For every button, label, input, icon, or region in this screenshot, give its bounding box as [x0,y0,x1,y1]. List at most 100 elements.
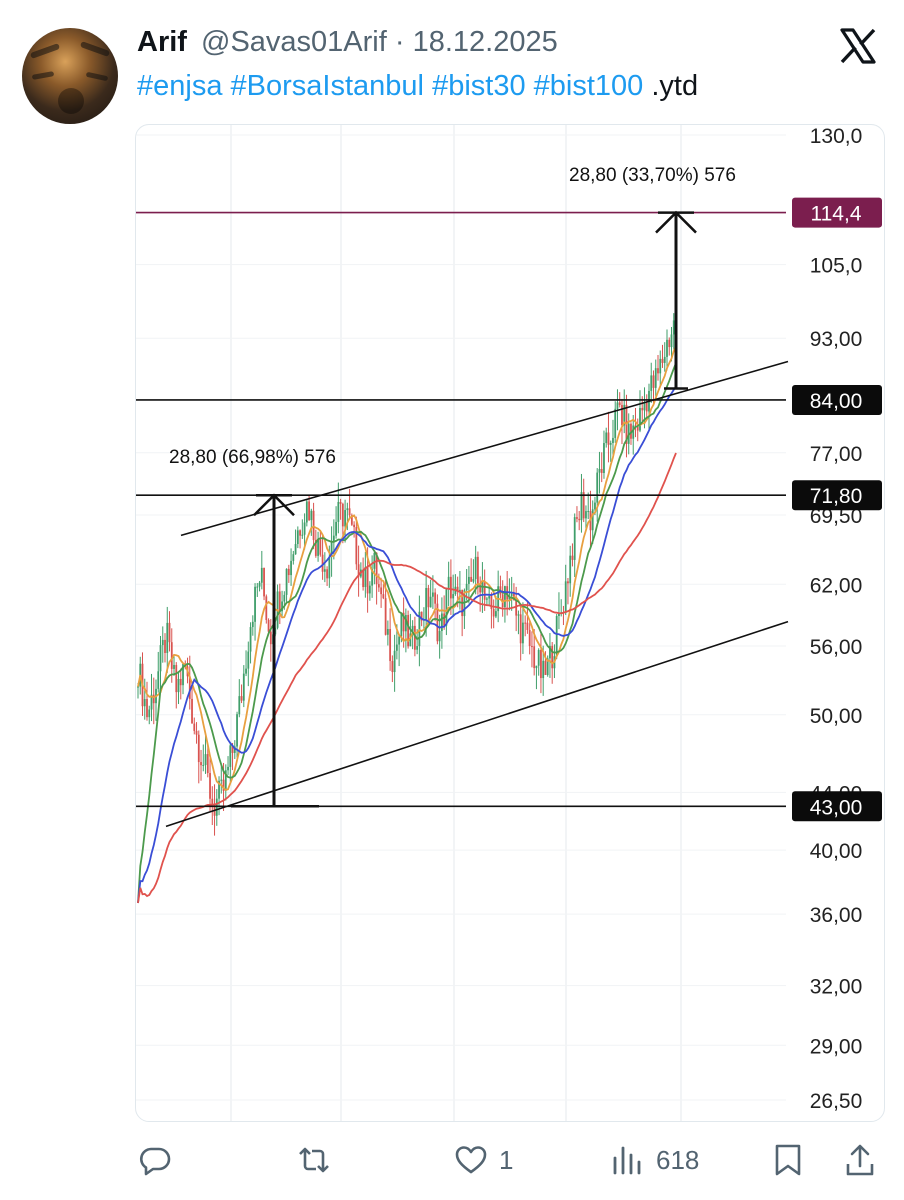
candle-body [330,541,333,557]
candle-body [488,596,491,599]
candle-body [672,320,675,335]
retweet-icon [299,1147,329,1173]
candle-body [283,594,286,602]
candle-body [600,468,603,474]
tweet-date[interactable]: 18.12.2025 [412,26,558,58]
level-price-tag [792,384,882,415]
candle-body [220,779,223,781]
candle-body [303,522,306,535]
candle-body [236,714,238,747]
candle-body [605,432,608,444]
candle-body [650,375,653,391]
candle-body [310,510,313,521]
candle-body [339,501,342,504]
candle-body [319,539,322,555]
candle-body [429,596,432,608]
candle-body [335,521,337,536]
candle-body [510,593,513,597]
candle-body [524,622,527,624]
candle-body [348,508,351,516]
candle-body [477,556,479,584]
heart-icon [455,1146,487,1174]
candle-body [209,773,211,799]
axis-tick-label: 105,0 [810,255,863,278]
axis-tick-label: 26,50 [810,1090,863,1113]
candle-body [137,686,139,688]
candle-body [465,583,468,591]
candle-body [519,614,522,644]
candle-body [576,517,578,519]
candle-body [249,627,252,652]
avatar[interactable] [22,28,118,124]
candle-body [652,375,655,388]
candle-body [542,660,545,679]
candle-body [636,426,639,431]
candle-body [215,798,218,816]
candle-body [202,764,205,766]
candle-body [332,535,335,542]
bookmark-button[interactable] [770,1136,806,1184]
author-name[interactable]: Arif [137,26,187,58]
candle-body [175,664,178,693]
candle-body [170,642,173,669]
candle-body [452,594,455,599]
bookmark-icon [775,1144,801,1176]
candle-body [632,425,635,439]
candle-body [418,611,421,647]
level-price-label: 84,00 [810,390,863,413]
candle-body [472,579,475,582]
candle-body [317,539,319,556]
candle-body [389,628,392,662]
candle-body [449,576,452,599]
candle-body [504,586,506,608]
candle-body [546,658,549,675]
candle-body [301,534,304,536]
candle-body [150,694,153,710]
measure-label-lower: 28,80 (66,98%) 576 [169,447,336,468]
candle-body [407,614,410,647]
candle-body [227,766,229,771]
hashtag-bist100[interactable]: #bist100 [533,70,644,102]
axis-tick-label: 40,00 [810,840,863,863]
candle-body [639,407,641,431]
candle-body [166,622,169,653]
hashtag-borsaistanbul[interactable]: #BorsaIstanbul [230,70,424,102]
candle-body [558,612,560,617]
hashtag-bist30[interactable]: #bist30 [432,70,526,102]
hashtag-enjsa[interactable]: #enjsa [137,70,223,102]
candle-body [486,598,488,600]
candle-body [549,645,551,659]
like-button[interactable]: 1 [453,1136,513,1184]
channel-lower-line [165,620,789,828]
reply-icon [139,1147,171,1176]
candle-body [585,511,587,519]
candle-body [603,443,605,474]
share-button[interactable] [842,1136,878,1184]
candle-body [240,696,243,701]
candle-body [569,555,572,584]
tweet-suffix: .ytd [651,70,699,102]
separator-dot: · [394,26,405,58]
chart-image[interactable]: 130,0 105,0 93,00 77,00 69,50 62,00 56,00 50,00… [135,124,885,1122]
candle-body [285,568,288,595]
candle-body [233,746,236,753]
candle-body [152,694,155,704]
candle-body [420,611,423,621]
views-button[interactable]: 618 [610,1136,699,1184]
reply-button[interactable] [137,1136,183,1184]
candle-body [269,631,272,645]
axis-tick-label: 29,00 [810,1035,863,1058]
candle-body [528,629,531,647]
candle-body [168,622,171,643]
retweet-button[interactable] [296,1136,342,1184]
candle-body [591,509,594,531]
author-handle[interactable]: @Savas01Arif [201,26,387,58]
candle-body [353,524,356,528]
x-logo-icon[interactable] [838,26,878,66]
measure-label-upper: 28,80 (33,70%) 576 [569,165,736,186]
candle-body [474,556,477,580]
candle-body [366,566,369,594]
candle-body [157,671,160,689]
candle-body [377,584,380,588]
level-price-label: 43,00 [810,796,863,819]
